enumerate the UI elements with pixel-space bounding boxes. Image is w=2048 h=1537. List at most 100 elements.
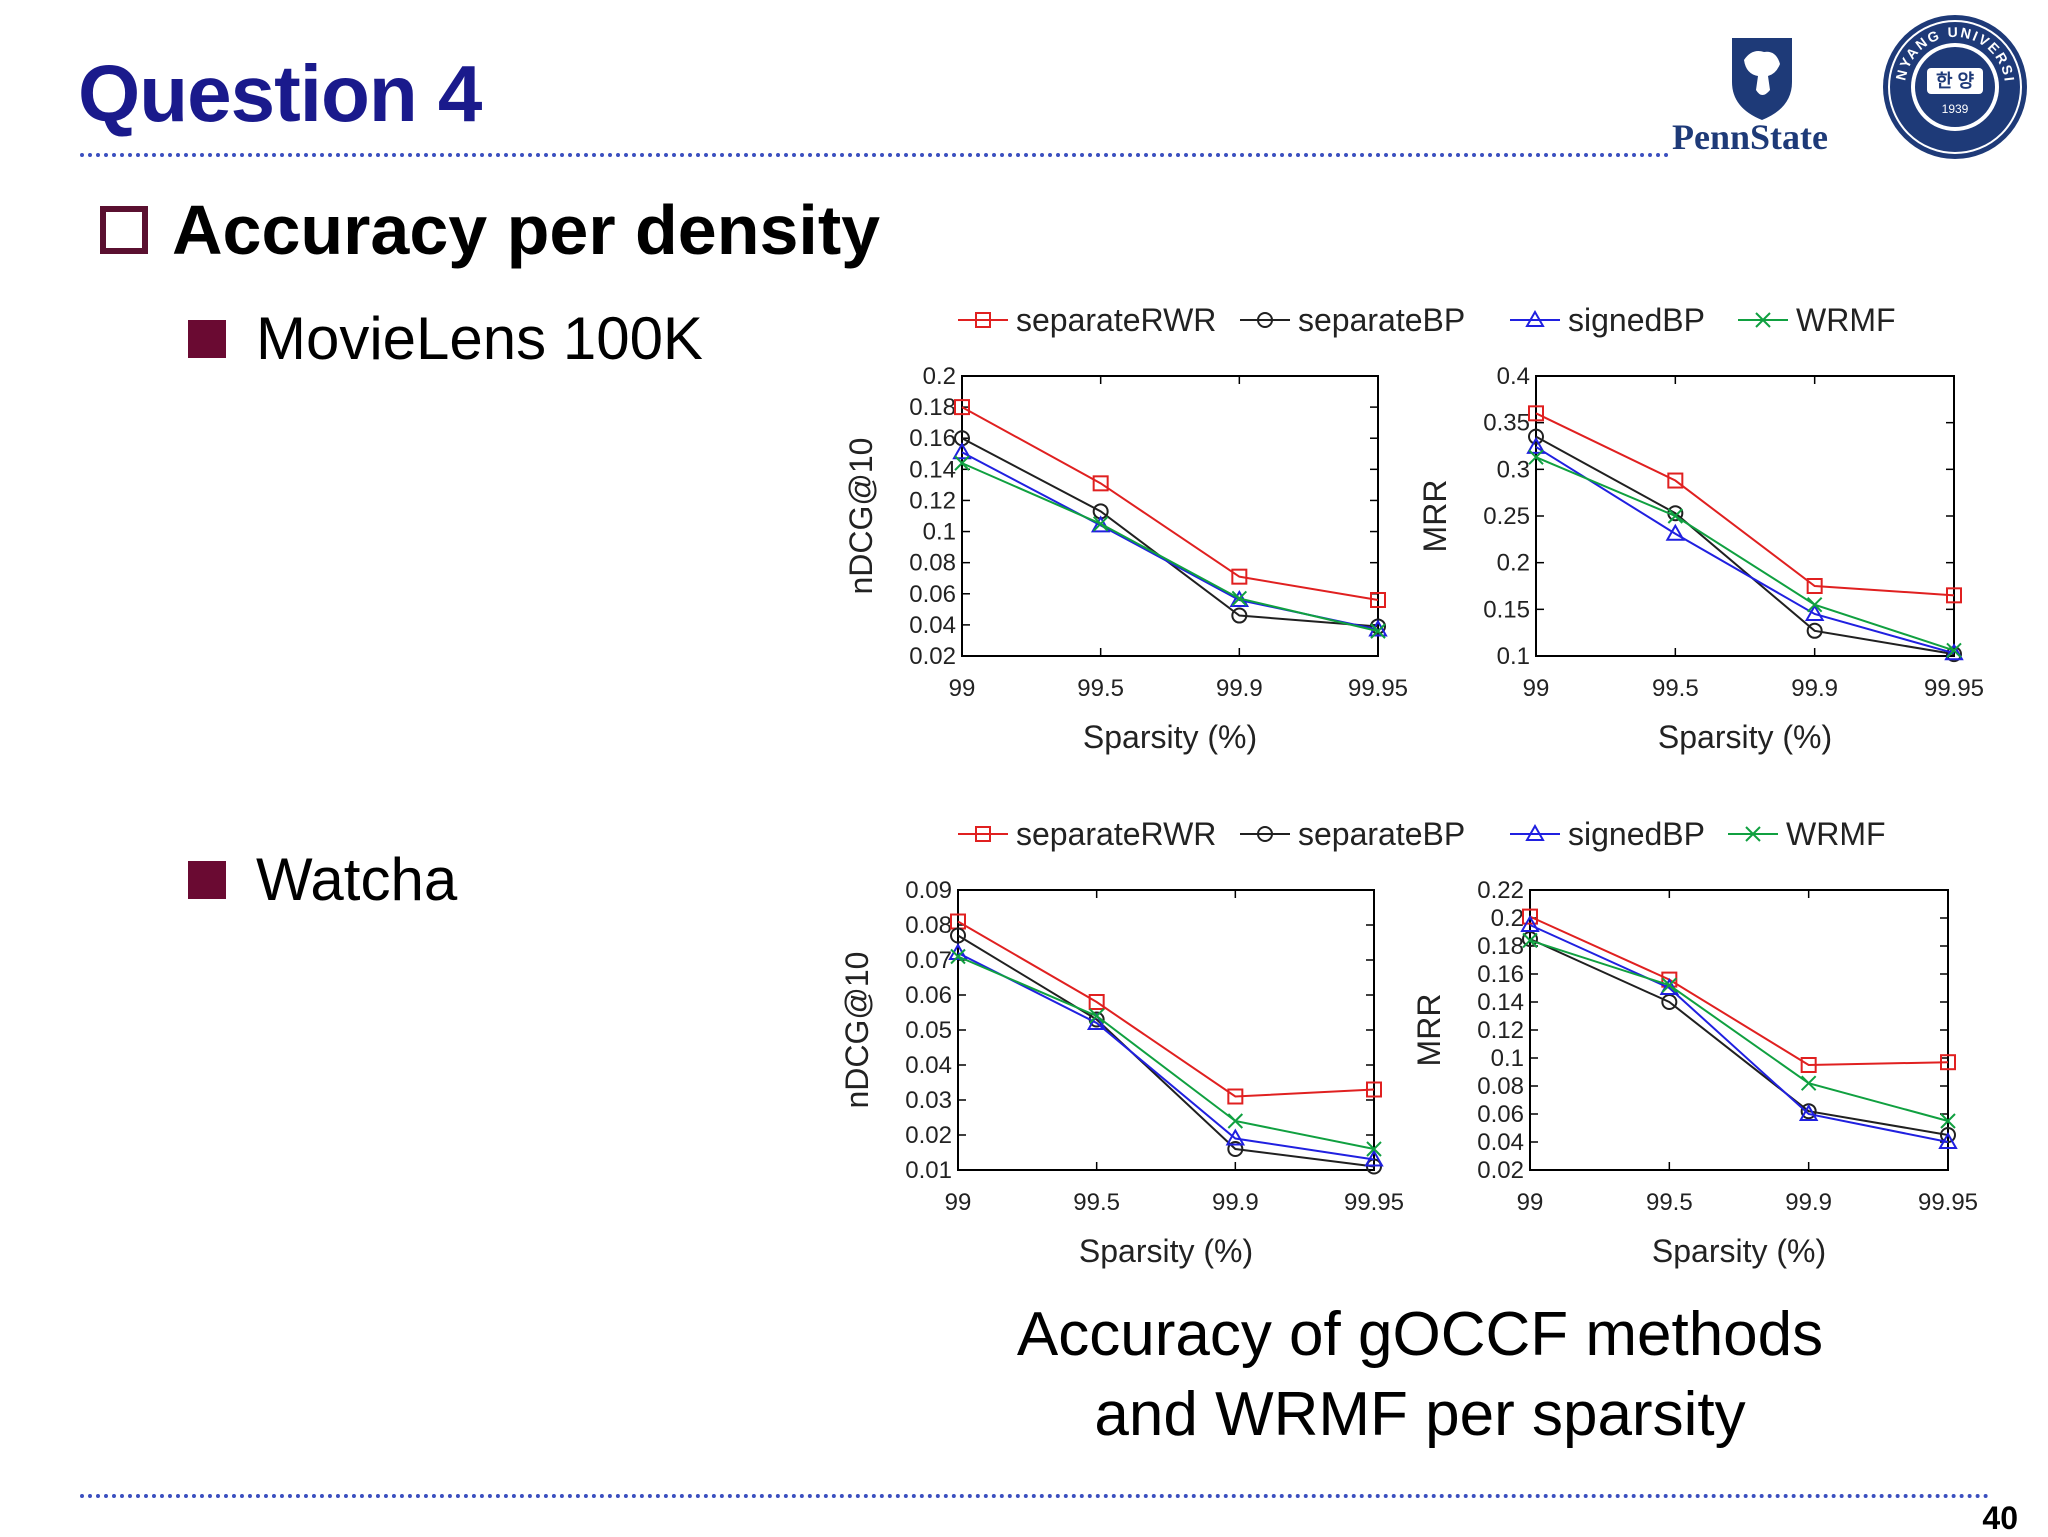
y-tick-label: 0.12	[909, 487, 956, 514]
y-tick-label: 0.06	[905, 982, 952, 1009]
nittany-lion-shield-icon	[1732, 38, 1792, 120]
data-point	[1667, 472, 1684, 489]
y-tick-label: 0.04	[909, 612, 956, 639]
figure-caption: Accuracy of gOCCF methods and WRMF per s…	[980, 1295, 1860, 1455]
footer-divider	[80, 1494, 1990, 1498]
plot-frame	[961, 375, 1379, 657]
data-point	[1366, 1081, 1382, 1098]
data-point	[1800, 1057, 1817, 1073]
y-tick-label: 0.04	[1477, 1129, 1524, 1156]
data-point	[1665, 523, 1686, 541]
data-point	[1227, 1113, 1244, 1129]
y-tick-label: 0.03	[905, 1087, 952, 1114]
y-tick-label: 0.1	[1497, 643, 1530, 670]
data-point	[954, 399, 970, 416]
chart-panel: 0.1 0.15 0.2 0.25 0.3 0.35 0.4 99 99.5 99.9 99.95 S…	[1417, 363, 1984, 755]
y-tick-label: 0.02	[1477, 1157, 1524, 1184]
y-tick-label: 0.14	[1477, 989, 1524, 1016]
chart-panel: 0.020.040.060.080.10.120.140.160.180.20.…	[1411, 877, 1978, 1269]
data-point	[1940, 1054, 1956, 1071]
chart-legend: separateRWR separateBP signedBP WRMF	[958, 816, 1886, 852]
data-point	[1938, 1131, 1958, 1149]
x-tick-label: 99.95	[1344, 1189, 1404, 1216]
data-point	[1366, 1141, 1382, 1157]
pennstate-wordmark: PennState	[1672, 117, 1828, 157]
data-point	[1088, 1008, 1105, 1024]
section-heading: Accuracy per density	[100, 190, 880, 270]
chart-panel: 0.01 0.02 0.03 0.04 0.05 0.06 0.07 0.08 0.09 99 99…	[839, 877, 1404, 1269]
pennstate-logo	[1672, 30, 1862, 150]
bullet-square-icon	[188, 319, 226, 358]
data-point	[1661, 977, 1678, 993]
legend-entry: separateBP	[1298, 302, 1465, 338]
x-axis-label: Sparsity (%)	[1079, 1233, 1253, 1269]
x-tick-label: 99.9	[1785, 1189, 1832, 1216]
data-point	[1227, 1141, 1244, 1157]
y-tick-label: 0.18	[1477, 933, 1524, 960]
y-tick-label: 0.1	[1491, 1045, 1524, 1072]
series-WRMF	[1528, 449, 1962, 659]
series-line	[1529, 939, 1949, 1122]
plot-frame	[1535, 375, 1955, 657]
legend-entry: WRMF	[1796, 302, 1896, 338]
y-axis-label: MRR	[1417, 480, 1453, 553]
x-tick-label: 99.5	[1646, 1189, 1693, 1216]
legend-entry: signedBP	[1568, 816, 1705, 852]
legend-marker	[1525, 823, 1545, 841]
series-line	[1535, 412, 1955, 597]
y-tick-label: 0.12	[1477, 1017, 1524, 1044]
data-point	[1528, 405, 1544, 422]
legend-marker	[1525, 309, 1545, 327]
x-tick-label: 99	[1517, 1189, 1544, 1216]
hanyang-seal-icon: HANYANG UNIVERSITY 한 양 1939	[1874, 0, 2027, 159]
data-point	[1231, 607, 1248, 624]
series-line	[961, 406, 1379, 601]
y-tick-label: 0.35	[1483, 410, 1530, 437]
series-line	[1535, 446, 1955, 655]
legend-marker	[975, 826, 991, 842]
data-point	[1225, 1128, 1246, 1146]
x-axis-label: Sparsity (%)	[1083, 719, 1257, 755]
series-line	[957, 955, 1375, 1150]
y-tick-label: 0.02	[905, 1122, 952, 1149]
data-point	[1370, 623, 1386, 639]
series-line	[1535, 435, 1955, 656]
legend-entry: separateRWR	[1016, 302, 1216, 338]
data-point	[1522, 932, 1538, 949]
x-tick-label: 99.9	[1216, 675, 1263, 702]
y-tick-label: 0.09	[905, 877, 952, 904]
y-tick-label: 0.22	[1477, 877, 1524, 904]
y-tick-label: 0.08	[905, 912, 952, 939]
legend-entry: WRMF	[1786, 816, 1886, 852]
y-tick-label: 0.08	[909, 550, 956, 577]
y-tick-label: 0.25	[1483, 503, 1530, 530]
series-line	[961, 462, 1379, 633]
x-tick-label: 99	[945, 1189, 972, 1216]
x-tick-label: 99.5	[1652, 675, 1699, 702]
y-tick-label: 0.4	[1497, 363, 1530, 390]
y-tick-label: 0.18	[909, 394, 956, 421]
data-point	[1800, 1075, 1817, 1091]
data-point	[1092, 475, 1109, 492]
data-point	[1227, 1088, 1244, 1105]
bullet-label: Watcha	[256, 846, 458, 913]
data-point	[952, 442, 972, 460]
legend-marker	[1755, 312, 1771, 328]
series-separateRWR	[954, 399, 1386, 608]
data-point	[1231, 568, 1248, 585]
legend-marker	[1257, 826, 1273, 842]
y-tick-label: 0.2	[1497, 550, 1530, 577]
title-divider	[80, 153, 1670, 157]
bullet-watcha: Watcha	[188, 845, 457, 914]
x-tick-label: 99.95	[1348, 675, 1408, 702]
legend-marker	[1745, 826, 1761, 842]
series-WRMF	[1522, 932, 1956, 1129]
page-number: 40	[1982, 1500, 2018, 1536]
y-tick-label: 0.07	[905, 947, 952, 974]
data-point	[1520, 914, 1540, 932]
series-line	[1529, 924, 1949, 1143]
page-title: Question 4	[78, 49, 482, 138]
data-point	[1528, 428, 1544, 445]
chart-legend: separateRWR separateBP signedBP WRMF	[958, 302, 1896, 338]
